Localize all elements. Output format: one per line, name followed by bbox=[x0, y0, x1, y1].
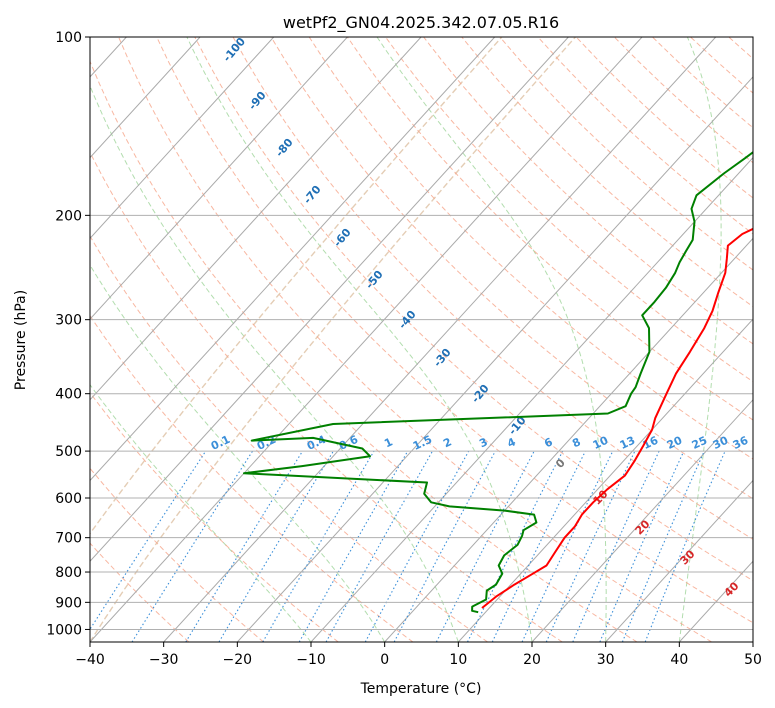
temperature-profile-line bbox=[481, 227, 753, 609]
mixing-ratio-line bbox=[185, 450, 304, 642]
y-tick-label: 100 bbox=[55, 30, 82, 46]
dry-adiabat-line bbox=[385, 37, 753, 383]
x-tick-label: 50 bbox=[744, 652, 762, 668]
isotherms bbox=[90, 37, 753, 642]
isotherm-line bbox=[605, 479, 753, 642]
dry-adiabat-line bbox=[308, 37, 753, 460]
isotherm-line bbox=[163, 37, 717, 642]
plot-frame bbox=[89, 36, 754, 643]
isotherm-line bbox=[90, 37, 201, 159]
mixing-ratio-line bbox=[621, 450, 705, 642]
dry-adiabat-line bbox=[270, 37, 753, 500]
isotherm-line bbox=[90, 37, 643, 642]
moist-adiabat-line bbox=[376, 37, 607, 642]
moist-adiabat-line bbox=[90, 37, 576, 642]
x-axis-title: Temperature (°C) bbox=[360, 681, 482, 697]
plot-area bbox=[90, 37, 753, 642]
mixing-ratio-line bbox=[599, 450, 685, 642]
isotherm-line bbox=[457, 318, 753, 642]
mixing-ratio-label: 36 bbox=[731, 434, 751, 452]
y-tick-label: 200 bbox=[55, 208, 82, 224]
mixing-ratio-lines bbox=[90, 450, 726, 642]
x-tick-label: −20 bbox=[223, 652, 253, 668]
x-tick-label: 10 bbox=[449, 652, 467, 668]
axes: −40 −30 −20 −10 0 10 20 30 40 50 100 200 300 400 500 60… bbox=[46, 30, 762, 668]
moist-adiabat-line bbox=[678, 37, 722, 642]
moist-adiabat-line bbox=[186, 37, 533, 642]
isotherm-line bbox=[90, 37, 275, 240]
x-tick-label: −30 bbox=[149, 652, 179, 668]
mixing-ratio-label: 10 bbox=[591, 434, 611, 452]
dry-adiabat-line bbox=[90, 151, 563, 642]
moist-adiabats bbox=[90, 37, 722, 642]
isotherm-line bbox=[90, 37, 422, 401]
y-tick-label: 600 bbox=[55, 491, 82, 507]
mixing-ratio-label: 30 bbox=[711, 434, 731, 452]
dry-adiabat-line bbox=[90, 60, 638, 642]
y-tick-label: 1000 bbox=[46, 622, 82, 638]
mixing-ratio-line bbox=[644, 450, 726, 642]
isotherm-line bbox=[90, 37, 348, 320]
isotherm-line bbox=[90, 37, 496, 482]
mixing-ratio-label: 20 bbox=[665, 434, 685, 452]
isotherm-line bbox=[236, 76, 753, 642]
moist-adiabat-line bbox=[90, 264, 386, 642]
isotherm-line bbox=[90, 37, 569, 563]
y-tick-label: 400 bbox=[55, 387, 82, 403]
mixing-ratio-line bbox=[572, 450, 660, 642]
moist-adiabat-line bbox=[90, 37, 503, 535]
dewpoint-profile-line bbox=[243, 151, 753, 614]
mixing-ratio-label: 25 bbox=[690, 434, 709, 452]
y-axis-title: Pressure (hPa) bbox=[13, 290, 29, 390]
mixing-ratio-label: 13 bbox=[618, 434, 637, 452]
x-tick-label: 40 bbox=[670, 652, 688, 668]
isotherm-line bbox=[310, 156, 753, 642]
mixing-ratio-line bbox=[90, 450, 207, 631]
isotherm-line bbox=[531, 399, 753, 642]
x-tick-label: 30 bbox=[597, 652, 615, 668]
isotherm-line bbox=[384, 237, 753, 642]
mixing-ratio-line bbox=[467, 450, 564, 642]
x-tick-label: −10 bbox=[296, 652, 326, 668]
y-tick-label: 800 bbox=[55, 565, 82, 581]
dry-adiabat-line bbox=[118, 37, 712, 642]
mixing-ratio-line bbox=[131, 450, 254, 642]
y-tick-label: 300 bbox=[55, 313, 82, 329]
moist-adiabat-line bbox=[90, 84, 459, 642]
y-tick-label: 500 bbox=[55, 444, 82, 460]
dry-adiabat-line bbox=[423, 37, 753, 345]
x-tick-label: −40 bbox=[75, 652, 105, 668]
mixing-ratio-line bbox=[364, 450, 470, 642]
y-tick-label: 700 bbox=[55, 531, 82, 547]
profile-series bbox=[243, 151, 753, 614]
x-tick-label: 20 bbox=[523, 652, 541, 668]
dry-adiabat-line bbox=[232, 37, 753, 540]
mixing-ratio-line bbox=[325, 450, 433, 642]
mixing-ratio-label: 16 bbox=[641, 434, 661, 452]
x-tick-label: 0 bbox=[380, 652, 389, 668]
dry-adiabat-line bbox=[156, 37, 753, 624]
y-tick-label: 900 bbox=[55, 595, 82, 611]
chart-title: wetPf2_GN04.2025.342.07.05.R16 bbox=[283, 13, 559, 33]
isobar-grid bbox=[90, 37, 753, 630]
mixing-ratio-line bbox=[393, 450, 496, 642]
